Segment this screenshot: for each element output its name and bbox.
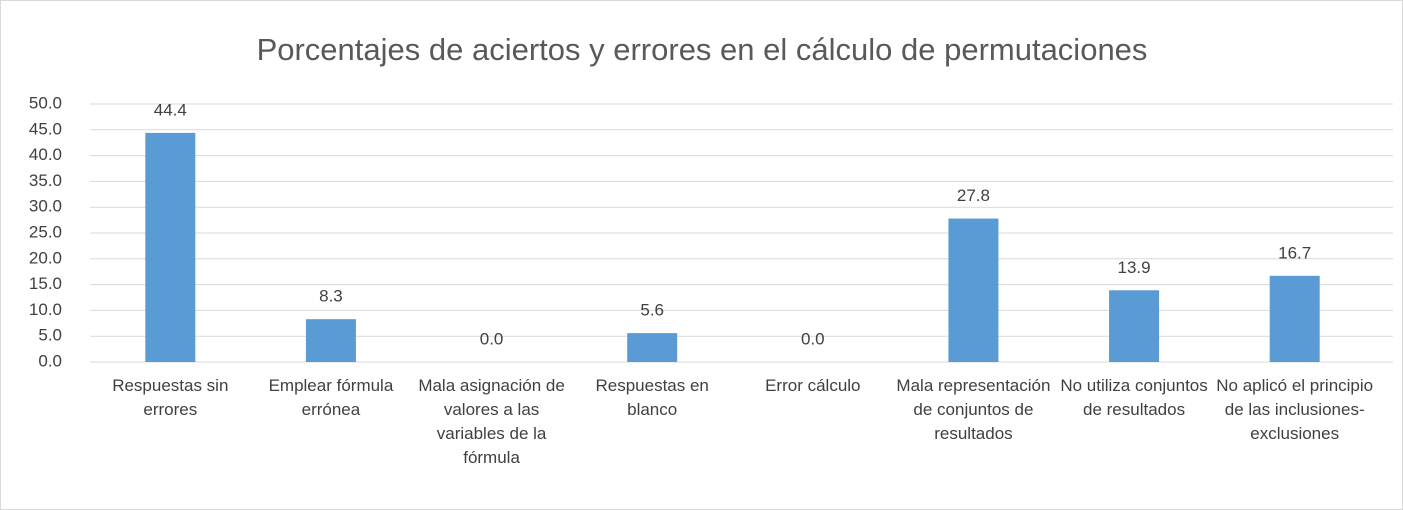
data-label: 27.8 [957, 186, 990, 205]
x-tick-label: No aplicó el principio de las inclusione… [1216, 376, 1374, 443]
y-tick-label: 10.0 [29, 300, 62, 319]
x-tick-label: Error cálculo [765, 376, 861, 395]
bar [948, 218, 999, 362]
bar [1269, 275, 1320, 362]
x-tick-label: Emplear fórmula errónea [268, 376, 394, 419]
y-tick-label: 20.0 [29, 248, 62, 267]
data-label: 8.3 [319, 287, 343, 306]
x-tick-label: Mala representación de conjuntos de resu… [896, 376, 1051, 443]
bar [1109, 290, 1160, 362]
x-tick-label: No utiliza conjuntos de resultados [1060, 376, 1208, 419]
y-tick-label: 0.0 [38, 351, 62, 370]
y-tick-label: 35.0 [29, 171, 62, 190]
y-tick-label: 40.0 [29, 145, 62, 164]
bar [305, 319, 356, 362]
data-label: 13.9 [1118, 258, 1151, 277]
data-label: 0.0 [480, 329, 504, 348]
chart-title: Porcentajes de aciertos y errores en el … [257, 32, 1148, 67]
x-tick-label: Respuestas sin errores [112, 376, 229, 419]
x-tick-label: Mala asignación de valores a las variabl… [418, 376, 565, 467]
data-label: 16.7 [1278, 243, 1311, 262]
data-label: 44.4 [154, 100, 187, 119]
y-tick-label: 15.0 [29, 274, 62, 293]
data-label: 0.0 [801, 329, 825, 348]
data-label: 5.6 [640, 301, 664, 320]
bar [627, 333, 678, 362]
y-tick-label: 5.0 [38, 326, 62, 345]
x-tick-label: Respuestas en blanco [595, 376, 709, 419]
y-tick-label: 25.0 [29, 222, 62, 241]
y-tick-label: 30.0 [29, 197, 62, 216]
y-tick-label: 45.0 [29, 119, 62, 138]
bar [145, 132, 196, 362]
y-tick-label: 50.0 [29, 93, 62, 112]
